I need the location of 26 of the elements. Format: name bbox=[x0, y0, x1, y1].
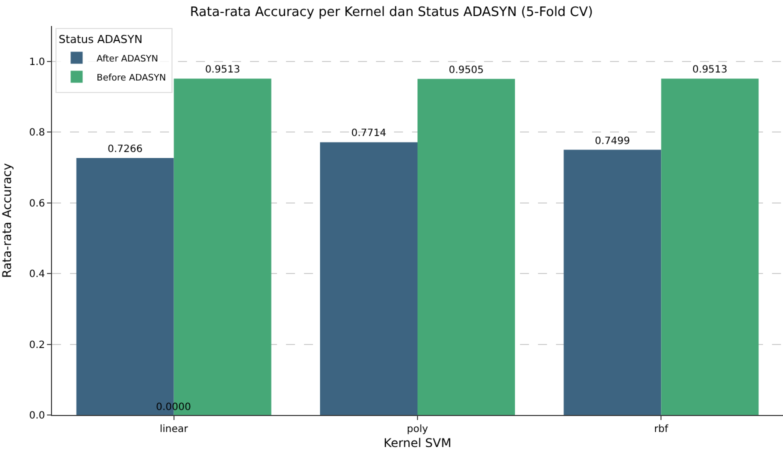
legend-label: Before ADASYN bbox=[96, 73, 166, 84]
y-tick-label: 0.2 bbox=[29, 340, 45, 351]
bar bbox=[564, 150, 662, 415]
data-label: 0.9513 bbox=[205, 64, 240, 76]
data-label: 0.9513 bbox=[692, 64, 728, 76]
bar bbox=[320, 142, 418, 415]
chart-title: Rata-rata Accuracy per Kernel dan Status ADASYN (5-Fold CV) bbox=[190, 4, 593, 20]
y-tick-label: 0.8 bbox=[29, 128, 45, 139]
bar bbox=[418, 78, 515, 415]
annotation: 0.0000 bbox=[156, 402, 191, 413]
legend-title: Status ADASYN bbox=[58, 33, 142, 46]
bar bbox=[661, 78, 759, 415]
data-label: 0.9505 bbox=[448, 64, 484, 76]
data-label: 0.7499 bbox=[594, 136, 630, 147]
x-tick-label: linear bbox=[160, 424, 189, 435]
y-tick-label: 1.0 bbox=[29, 56, 45, 68]
legend-label: After ADASYN bbox=[96, 54, 158, 64]
y-axis-title: Rata-rata Accuracy bbox=[0, 163, 14, 278]
y-tick-label: 0.4 bbox=[29, 269, 45, 280]
data-label: 0.7714 bbox=[351, 128, 386, 140]
x-axis-title: Kernel SVM bbox=[384, 436, 452, 450]
y-tick-label: 0.0 bbox=[29, 410, 45, 422]
y-tick-label: 0.6 bbox=[29, 198, 45, 210]
data-label: 0.7266 bbox=[108, 144, 143, 156]
x-tick-label: rbf bbox=[654, 424, 669, 435]
x-tick-label: poly bbox=[406, 424, 428, 435]
